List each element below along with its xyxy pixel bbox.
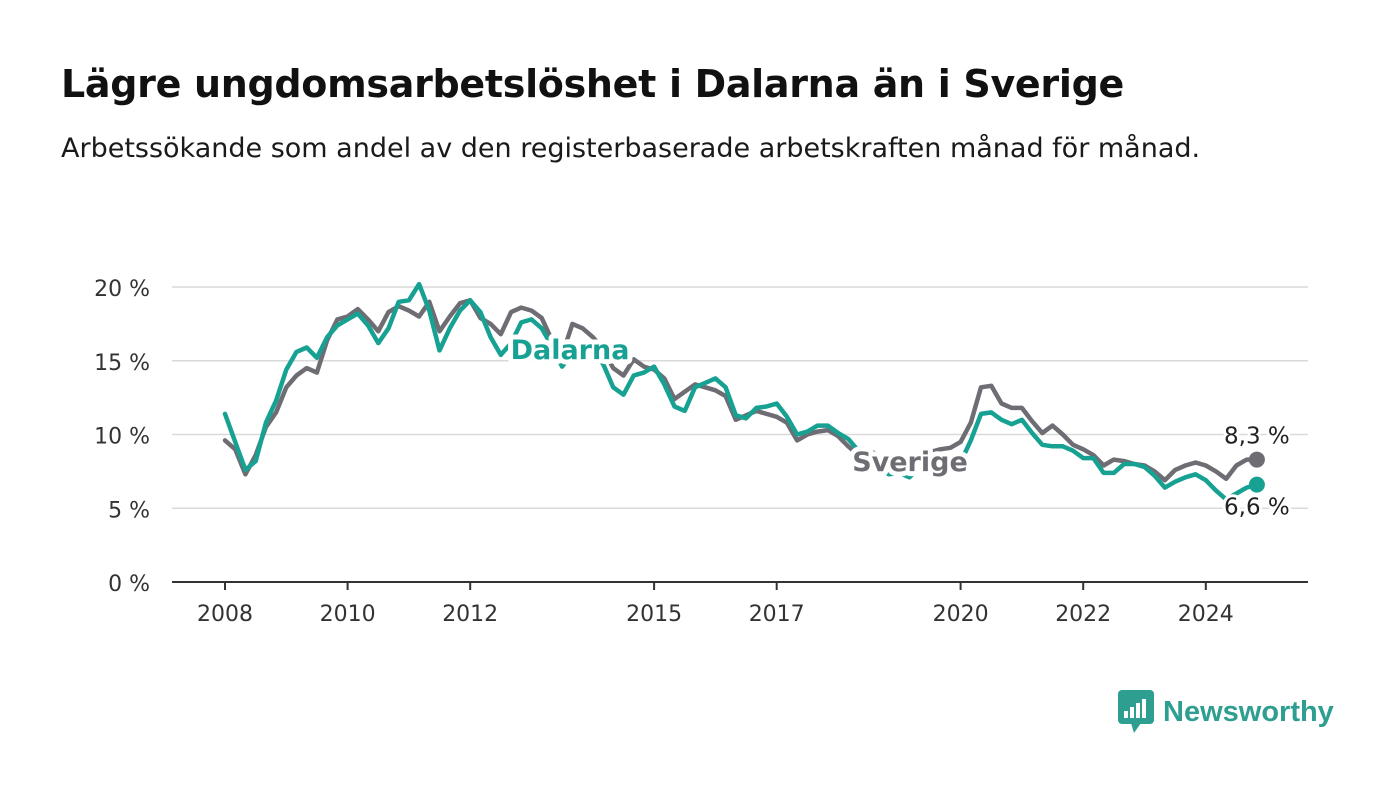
x-tick-label: 2024 bbox=[1178, 602, 1234, 627]
y-tick-label: 5 % bbox=[108, 498, 150, 523]
series-line-dalarna bbox=[222, 281, 1260, 502]
x-tick-label: 2020 bbox=[933, 602, 989, 627]
x-tick-label: 2012 bbox=[442, 602, 498, 627]
end-marker-sverige bbox=[1248, 451, 1265, 468]
x-tick-label: 2010 bbox=[320, 602, 376, 627]
x-tick-label: 2017 bbox=[749, 602, 805, 627]
gridlines bbox=[172, 286, 1308, 509]
y-tick-label: 15 % bbox=[94, 351, 150, 376]
end-value-label-sverige: 8,3 % bbox=[1224, 424, 1290, 450]
end-marker-dalarna bbox=[1248, 476, 1265, 493]
series-name-label: Dalarna bbox=[511, 335, 630, 366]
newsworthy-logo-icon bbox=[1118, 690, 1154, 733]
newsworthy-logo: Newsworthy bbox=[1118, 690, 1334, 734]
end-value-label-dalarna: 6,6 % bbox=[1224, 495, 1290, 521]
y-axis: 0 % 5 % 10 % 15 % 20 % bbox=[94, 277, 150, 597]
y-tick-label: 0 % bbox=[108, 572, 150, 597]
chart-subtitle: Arbetssökande som andel av den registerb… bbox=[61, 133, 1201, 164]
series-lines bbox=[222, 281, 1265, 502]
x-tick-label: 2008 bbox=[197, 602, 253, 627]
newsworthy-logo-text: Newsworthy bbox=[1163, 695, 1334, 728]
chart-title: Lägre ungdomsarbetslöshet i Dalarna än i… bbox=[61, 62, 1124, 106]
series-line-sverige bbox=[222, 298, 1260, 483]
series-labels: 8,3 % 6,6 % Dalarna Sverige bbox=[506, 330, 1293, 524]
y-tick-label: 20 % bbox=[94, 277, 150, 302]
x-tick-label: 2022 bbox=[1055, 602, 1111, 627]
series-name-label: Sverige bbox=[852, 447, 968, 478]
x-axis: 2008 2010 2012 2015 2017 2020 2022 2024 bbox=[172, 581, 1308, 627]
y-tick-label: 10 % bbox=[94, 425, 150, 450]
x-tick-label: 2015 bbox=[626, 602, 682, 627]
